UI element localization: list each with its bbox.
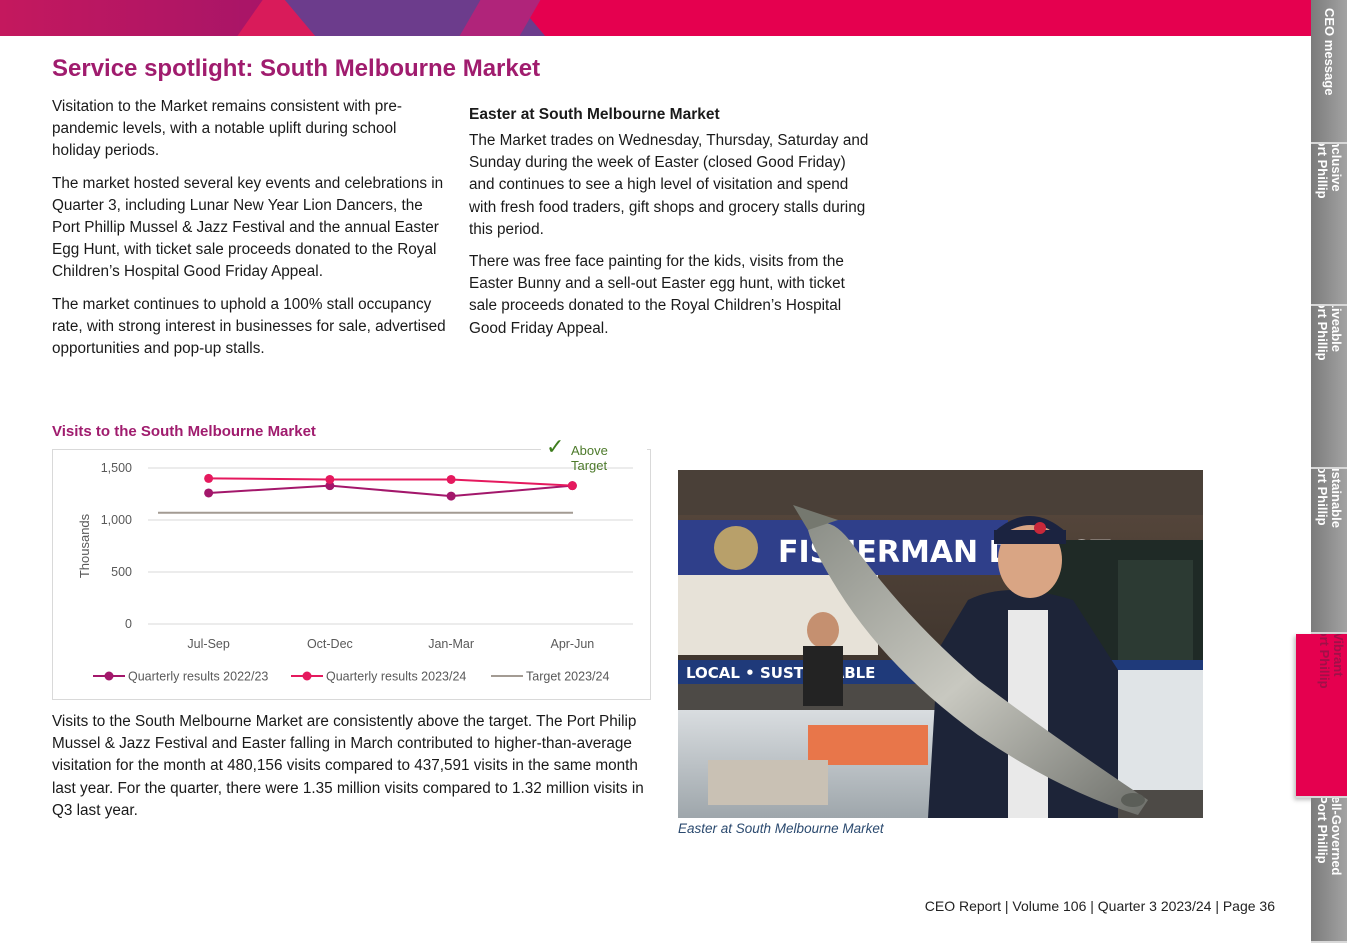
tab-label: Well-Governed Port Phillip [1315, 798, 1344, 876]
tab-sustainable-port-phillip[interactable]: Sustainable Port Phillip [1311, 469, 1347, 634]
data-point [325, 474, 335, 484]
data-point [446, 474, 456, 484]
x-tick-label: Jul-Sep [187, 637, 229, 651]
events-paragraph: The market hosted several key events and… [52, 174, 444, 281]
legend-label: Target 2023/24 [526, 670, 609, 684]
tab-well-governed-port-phillip[interactable]: Well-Governed Port Phillip [1311, 798, 1347, 943]
legend-label: Quarterly results 2022/23 [128, 670, 268, 684]
page-footer: CEO Report | Volume 106 | Quarter 3 2023… [924, 898, 1275, 914]
y-axis-title: Thousands [77, 513, 92, 578]
tab-label: Inclusive Port Phillip [1315, 144, 1344, 199]
checkmark-icon: ✓ [546, 434, 565, 459]
series-line-2023-24 [208, 477, 573, 487]
y-tick-label: 1,500 [101, 461, 132, 475]
tab-label: CEO message [1322, 8, 1337, 96]
x-tick-label: Oct-Dec [307, 637, 353, 651]
legend-marker [104, 671, 114, 681]
above-target-indicator: ✓ Above Target [541, 434, 647, 473]
y-tick-label: 0 [125, 617, 132, 631]
photo-sign-text: LOCAL • SUSTAINABLE [686, 664, 875, 682]
market-photo: FISHERMAN DIRECT LOCAL • SUSTAINABLE [678, 470, 1203, 818]
x-tick-label: Jan-Mar [428, 637, 474, 651]
occupancy-paragraph: The market continues to uphold a 100% st… [52, 295, 446, 358]
above-target-label: Above Target [571, 443, 608, 473]
fishmonger-photo-illustration: FISHERMAN DIRECT LOCAL • SUSTAINABLE [678, 470, 1203, 818]
line-chart: 0 500 1,000 1,500 Thousands Jul-Sep Oct-Dec Jan… [77, 461, 633, 684]
photo-caption: Easter at South Melbourne Market [678, 821, 884, 836]
chart-commentary-block: Visits to the South Melbourne Market are… [52, 711, 657, 832]
data-point [325, 481, 335, 491]
x-tick-label: Apr-Jun [550, 637, 594, 651]
intro-paragraph: Visitation to the Market remains consist… [52, 98, 402, 160]
tab-liveable-port-phillip[interactable]: Liveable Port Phillip [1311, 306, 1347, 469]
tab-label: Vibrant Port Phillip [1317, 634, 1346, 689]
tab-inclusive-port-phillip[interactable]: Inclusive Port Phillip [1311, 144, 1347, 306]
tab-ceo-message[interactable]: CEO message [1311, 0, 1347, 144]
data-point [567, 481, 577, 491]
tab-label: Liveable Port Phillip [1315, 306, 1344, 361]
chart-title: Visits to the South Melbourne Market [52, 423, 316, 440]
tab-vibrant-port-phillip[interactable]: Vibrant Port Phillip [1296, 634, 1347, 798]
data-point [204, 473, 214, 483]
easter-column: Easter at South Melbourne Market The Mar… [469, 106, 869, 350]
data-point [446, 491, 456, 501]
top-banner [0, 0, 1312, 36]
series-line-2022-23 [208, 484, 573, 498]
visits-chart: 0 500 1,000 1,500 Thousands Jul-Sep Oct-Dec Jan… [52, 449, 651, 700]
easter-heading: Easter at South Melbourne Market [469, 106, 720, 123]
data-point [204, 488, 214, 498]
easter-paragraph: There was free face painting for the kid… [469, 253, 845, 337]
page-title: Service spotlight: South Melbourne Marke… [52, 55, 541, 82]
intro-column: Visitation to the Market remains consist… [52, 96, 447, 370]
tab-label: Sustainable Port Phillip [1315, 469, 1344, 528]
legend-label: Quarterly results 2023/24 [326, 670, 466, 684]
y-tick-label: 500 [111, 565, 132, 579]
y-tick-label: 1,000 [101, 513, 132, 527]
chart-commentary: Visits to the South Melbourne Market are… [52, 713, 644, 819]
legend-marker [302, 671, 312, 681]
section-tabs: CEO message Inclusive Port Phillip Livea… [1296, 0, 1347, 943]
easter-paragraph: The Market trades on Wednesday, Thursday… [469, 132, 869, 238]
